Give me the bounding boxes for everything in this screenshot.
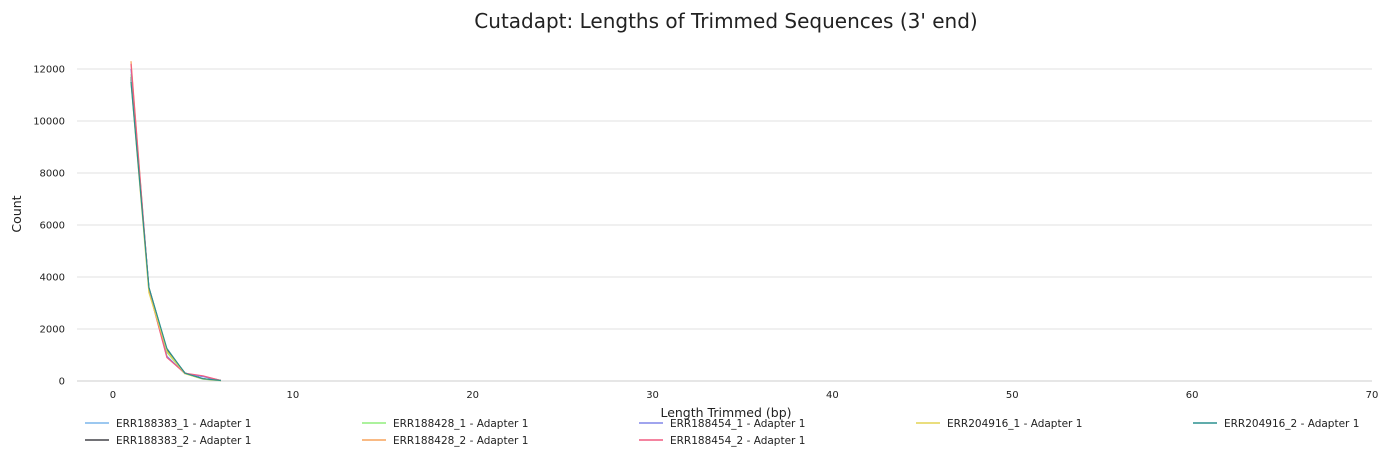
x-tick-label: 50 [1006, 390, 1019, 401]
x-tick-label: 0 [110, 390, 116, 401]
chart-title: Cutadapt: Lengths of Trimmed Sequences (… [474, 9, 977, 33]
legend-label: ERR188454_1 - Adapter 1 [670, 418, 805, 430]
legend-item[interactable]: ERR204916_1 - Adapter 1 [916, 418, 1082, 430]
legend-item[interactable]: ERR188428_1 - Adapter 1 [362, 418, 528, 430]
y-tick-label: 8000 [40, 169, 65, 180]
y-tick-label: 0 [59, 377, 65, 388]
x-axis-ticks: 0 10 20 30 40 50 60 70 [110, 390, 1379, 401]
x-tick-label: 20 [466, 390, 479, 401]
legend-label: ERR188428_1 - Adapter 1 [393, 418, 528, 430]
legend-label: ERR188383_2 - Adapter 1 [116, 435, 251, 447]
x-tick-label: 30 [646, 390, 659, 401]
legend-item[interactable]: ERR188383_2 - Adapter 1 [85, 435, 251, 447]
y-tick-label: 4000 [40, 273, 65, 284]
y-axis-label: Count [9, 195, 24, 232]
x-tick-label: 40 [826, 390, 839, 401]
legend: ERR188383_1 - Adapter 1 ERR188383_2 - Ada… [85, 418, 1359, 447]
x-tick-label: 10 [286, 390, 299, 401]
y-axis-ticks: 0 2000 4000 6000 8000 10000 12000 [33, 65, 65, 388]
series-lines [130, 61, 222, 382]
x-axis-label: Length Trimmed (bp) [660, 405, 791, 420]
y-tick-label: 12000 [33, 65, 65, 76]
x-tick-label: 60 [1186, 390, 1199, 401]
y-tick-label: 6000 [40, 221, 65, 232]
legend-label: ERR204916_2 - Adapter 1 [1224, 418, 1359, 430]
x-tick-label: 70 [1366, 390, 1379, 401]
y-tick-label: 2000 [40, 325, 65, 336]
legend-label: ERR188454_2 - Adapter 1 [670, 435, 805, 447]
legend-item[interactable]: ERR188454_1 - Adapter 1 [639, 418, 805, 430]
series-line [130, 63, 222, 382]
series-line [130, 81, 221, 382]
legend-item[interactable]: ERR188383_1 - Adapter 1 [85, 418, 251, 430]
legend-label: ERR204916_1 - Adapter 1 [947, 418, 1082, 430]
legend-label: ERR188428_2 - Adapter 1 [393, 435, 528, 447]
legend-item[interactable]: ERR188454_2 - Adapter 1 [639, 435, 805, 447]
y-tick-label: 10000 [33, 117, 65, 128]
grid-lines [77, 68, 1372, 382]
series-line [130, 61, 222, 382]
legend-item[interactable]: ERR204916_2 - Adapter 1 [1193, 418, 1359, 430]
legend-item[interactable]: ERR188428_2 - Adapter 1 [362, 435, 528, 447]
legend-label: ERR188383_1 - Adapter 1 [116, 418, 251, 430]
